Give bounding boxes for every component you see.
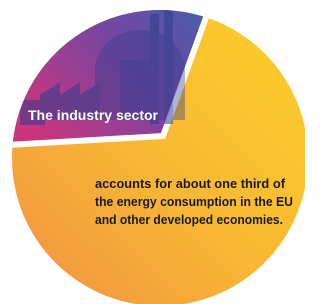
- wedge-label: The industry sector: [28, 107, 159, 123]
- infographic: The industry sector accounts for about o…: [0, 0, 305, 304]
- body-line: and other developed economies.: [95, 212, 283, 227]
- body-line: accounts for about one third of: [95, 176, 286, 191]
- page: The industry sector accounts for about o…: [0, 0, 320, 304]
- body-line: the energy consumption in the EU: [95, 194, 293, 209]
